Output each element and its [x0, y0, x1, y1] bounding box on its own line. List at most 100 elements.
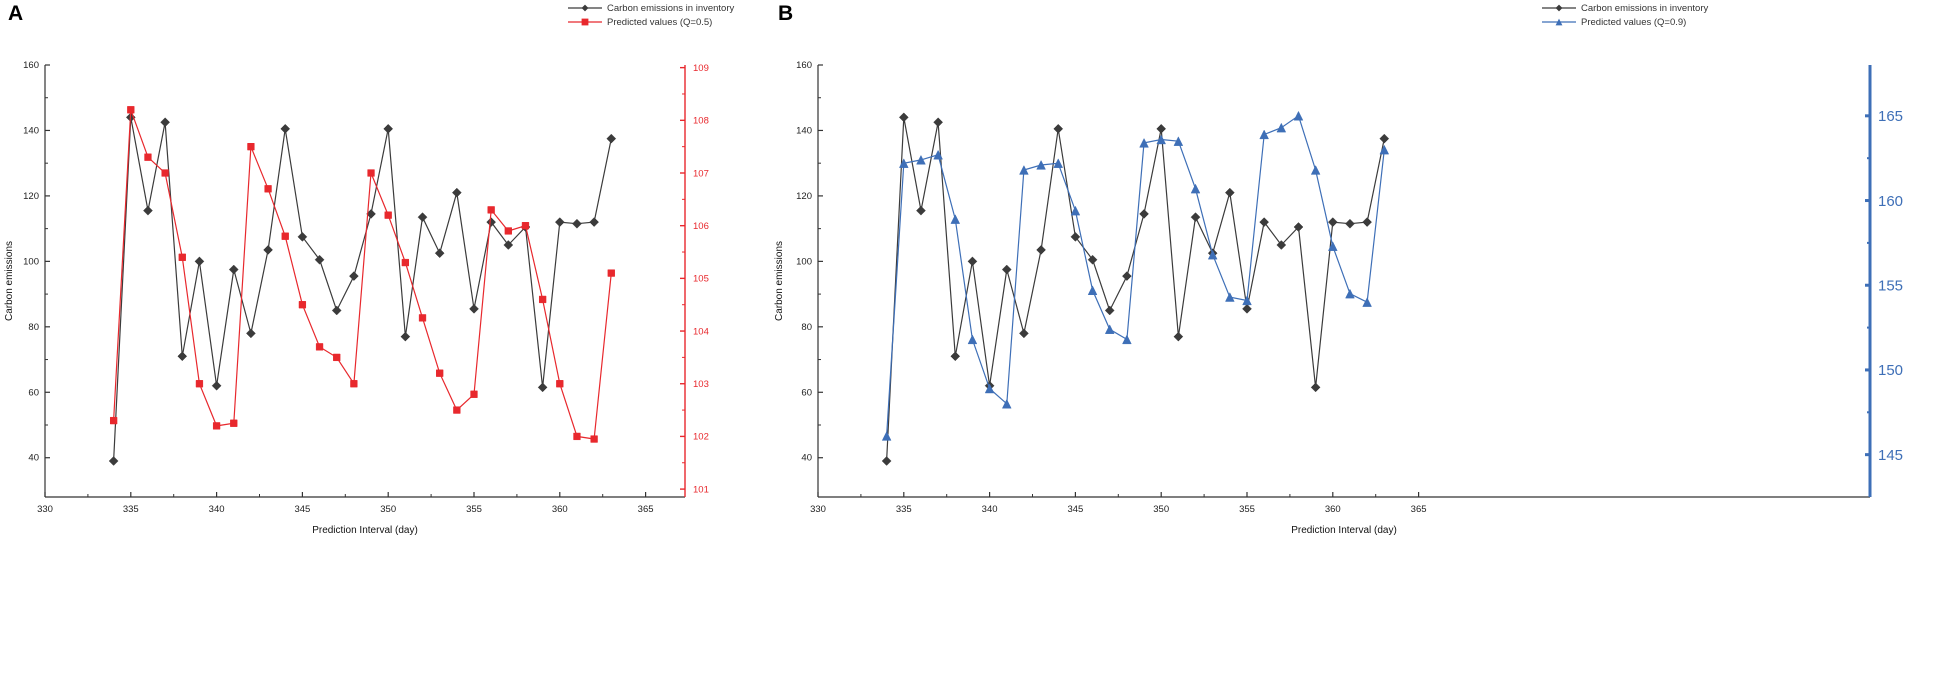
diamond-marker-icon [898, 112, 909, 123]
diamond-marker-icon [1190, 212, 1201, 223]
diamond-marker-icon [194, 256, 205, 267]
x-tick-label: 355 [466, 504, 482, 515]
panel-a-chart: 330 335 340 345 350 355 360 365 40 60 80 100 120 140 1… [4, 60, 709, 536]
axes [44, 65, 686, 498]
triangle-marker-icon [898, 158, 909, 168]
x-tick-label: 365 [638, 504, 654, 515]
panel-b-chart: 330 335 340 345 350 355 360 365 40 60 80 100 120 140 1… [774, 60, 1903, 536]
square-marker-icon [521, 222, 530, 230]
right-tick-label: 106 [693, 221, 709, 232]
x-tick-label: 330 [810, 504, 826, 515]
square-marker-icon [195, 380, 204, 388]
left-axis-ticks: 40 60 80 100 120 140 160 [23, 60, 50, 464]
square-marker-icon [298, 301, 307, 309]
x-axis-title: Prediction Interval (day) [312, 525, 418, 536]
axes [817, 65, 1872, 498]
x-tick-label: 350 [1153, 504, 1169, 515]
right-tick-label: 102 [693, 432, 709, 443]
diamond-marker-icon [297, 231, 308, 242]
series-line [113, 109, 612, 440]
triangle-marker-icon [1019, 165, 1029, 175]
diamond-marker-icon [606, 133, 617, 144]
diamond-marker-icon [1036, 245, 1046, 255]
square-marker-icon [350, 380, 358, 388]
triangle-marker-icon [1276, 122, 1287, 133]
diamond-marker-icon [503, 240, 514, 250]
panel-b-legend: Carbon emissions in inventory Predicted v… [1542, 2, 1708, 28]
square-marker-icon [281, 232, 289, 240]
x-tick-label: 330 [37, 504, 53, 515]
y-tick-label: 80 [28, 322, 39, 333]
y-tick-label: 100 [23, 256, 39, 267]
triangle-marker-icon [967, 334, 978, 345]
legend-label: Predicted values (Q=0.9) [1581, 16, 1687, 28]
legend-swatch [568, 4, 602, 12]
triangle-marker-icon [1173, 136, 1184, 146]
diamond-marker-icon [537, 382, 548, 393]
legend-item: Predicted values (Q=0.5) [568, 16, 734, 28]
right-tick-label: 160 [1878, 193, 1903, 210]
diamond-marker-icon [1156, 123, 1167, 134]
diamond-marker-icon [916, 205, 926, 216]
square-marker-icon [127, 106, 135, 114]
diamond-marker-icon [263, 245, 273, 255]
diamond-marker-icon [1555, 4, 1563, 12]
diamond-marker-icon [108, 456, 119, 466]
y-axis-title: Carbon emissions [774, 241, 785, 321]
triangle-marker-icon [1122, 334, 1132, 345]
diamond-marker-icon [314, 254, 325, 265]
diamond-marker-icon [417, 212, 428, 223]
series-triangle [881, 110, 1390, 441]
right-axis-ticks: 145 150 155 160 165 [1865, 108, 1903, 464]
triangle-marker-icon [1001, 398, 1012, 409]
square-marker-icon [315, 343, 324, 351]
triangle-marker-icon [1327, 241, 1338, 251]
diamond-marker-icon [554, 217, 565, 227]
diamond-marker-icon [143, 205, 153, 216]
diamond-marker-icon [451, 187, 462, 198]
panel-a: A Carbon emissions in inventory Predicted… [0, 0, 770, 674]
triangle-marker-icon [1362, 297, 1372, 307]
diamond-marker-icon [469, 303, 479, 314]
x-tick-label: 365 [1411, 504, 1427, 515]
square-marker-icon [333, 353, 341, 362]
diamond-marker-icon [967, 256, 978, 267]
x-axis-ticks: 330 335 340 345 350 355 360 365 [810, 492, 1427, 515]
square-marker-icon [581, 18, 589, 26]
square-marker-icon [178, 253, 186, 261]
triangle-marker-icon [881, 431, 892, 441]
right-tick-label: 145 [1878, 447, 1903, 464]
square-marker-icon [247, 143, 255, 151]
series-square [109, 106, 615, 443]
x-tick-label: 360 [552, 504, 568, 515]
y-tick-label: 120 [796, 191, 812, 202]
y-tick-label: 140 [23, 125, 39, 136]
diamond-marker-icon [486, 217, 497, 227]
diamond-marker-icon [1362, 217, 1372, 227]
square-marker-icon [607, 269, 615, 277]
diamond-marker-icon [1293, 222, 1304, 232]
triangle-marker-icon [1345, 288, 1355, 299]
triangle-marker-icon [1139, 137, 1149, 148]
triangle-marker-icon [1087, 285, 1098, 295]
triangle-marker-icon [1259, 129, 1269, 140]
square-marker-icon [538, 295, 547, 304]
square-marker-icon [436, 369, 444, 377]
series-line [113, 117, 612, 462]
triangle-marker-icon [1156, 134, 1167, 145]
square-marker-icon [109, 416, 118, 425]
right-tick-label: 105 [693, 274, 709, 285]
square-marker-icon [230, 419, 238, 427]
triangle-marker-icon [1225, 292, 1235, 302]
triangle-marker-icon [1310, 165, 1321, 175]
square-marker-icon [504, 227, 512, 235]
panel-b: B Carbon emissions in inventory Predicted… [770, 0, 1949, 674]
x-tick-label: 360 [1325, 504, 1341, 515]
x-tick-label: 345 [294, 504, 310, 515]
square-marker-icon [401, 258, 410, 267]
diamond-marker-icon [1122, 271, 1132, 281]
legend-label: Predicted values (Q=0.5) [607, 16, 713, 28]
square-marker-icon [144, 153, 152, 161]
triangle-marker-icon [933, 149, 943, 160]
square-marker-icon [418, 314, 427, 322]
